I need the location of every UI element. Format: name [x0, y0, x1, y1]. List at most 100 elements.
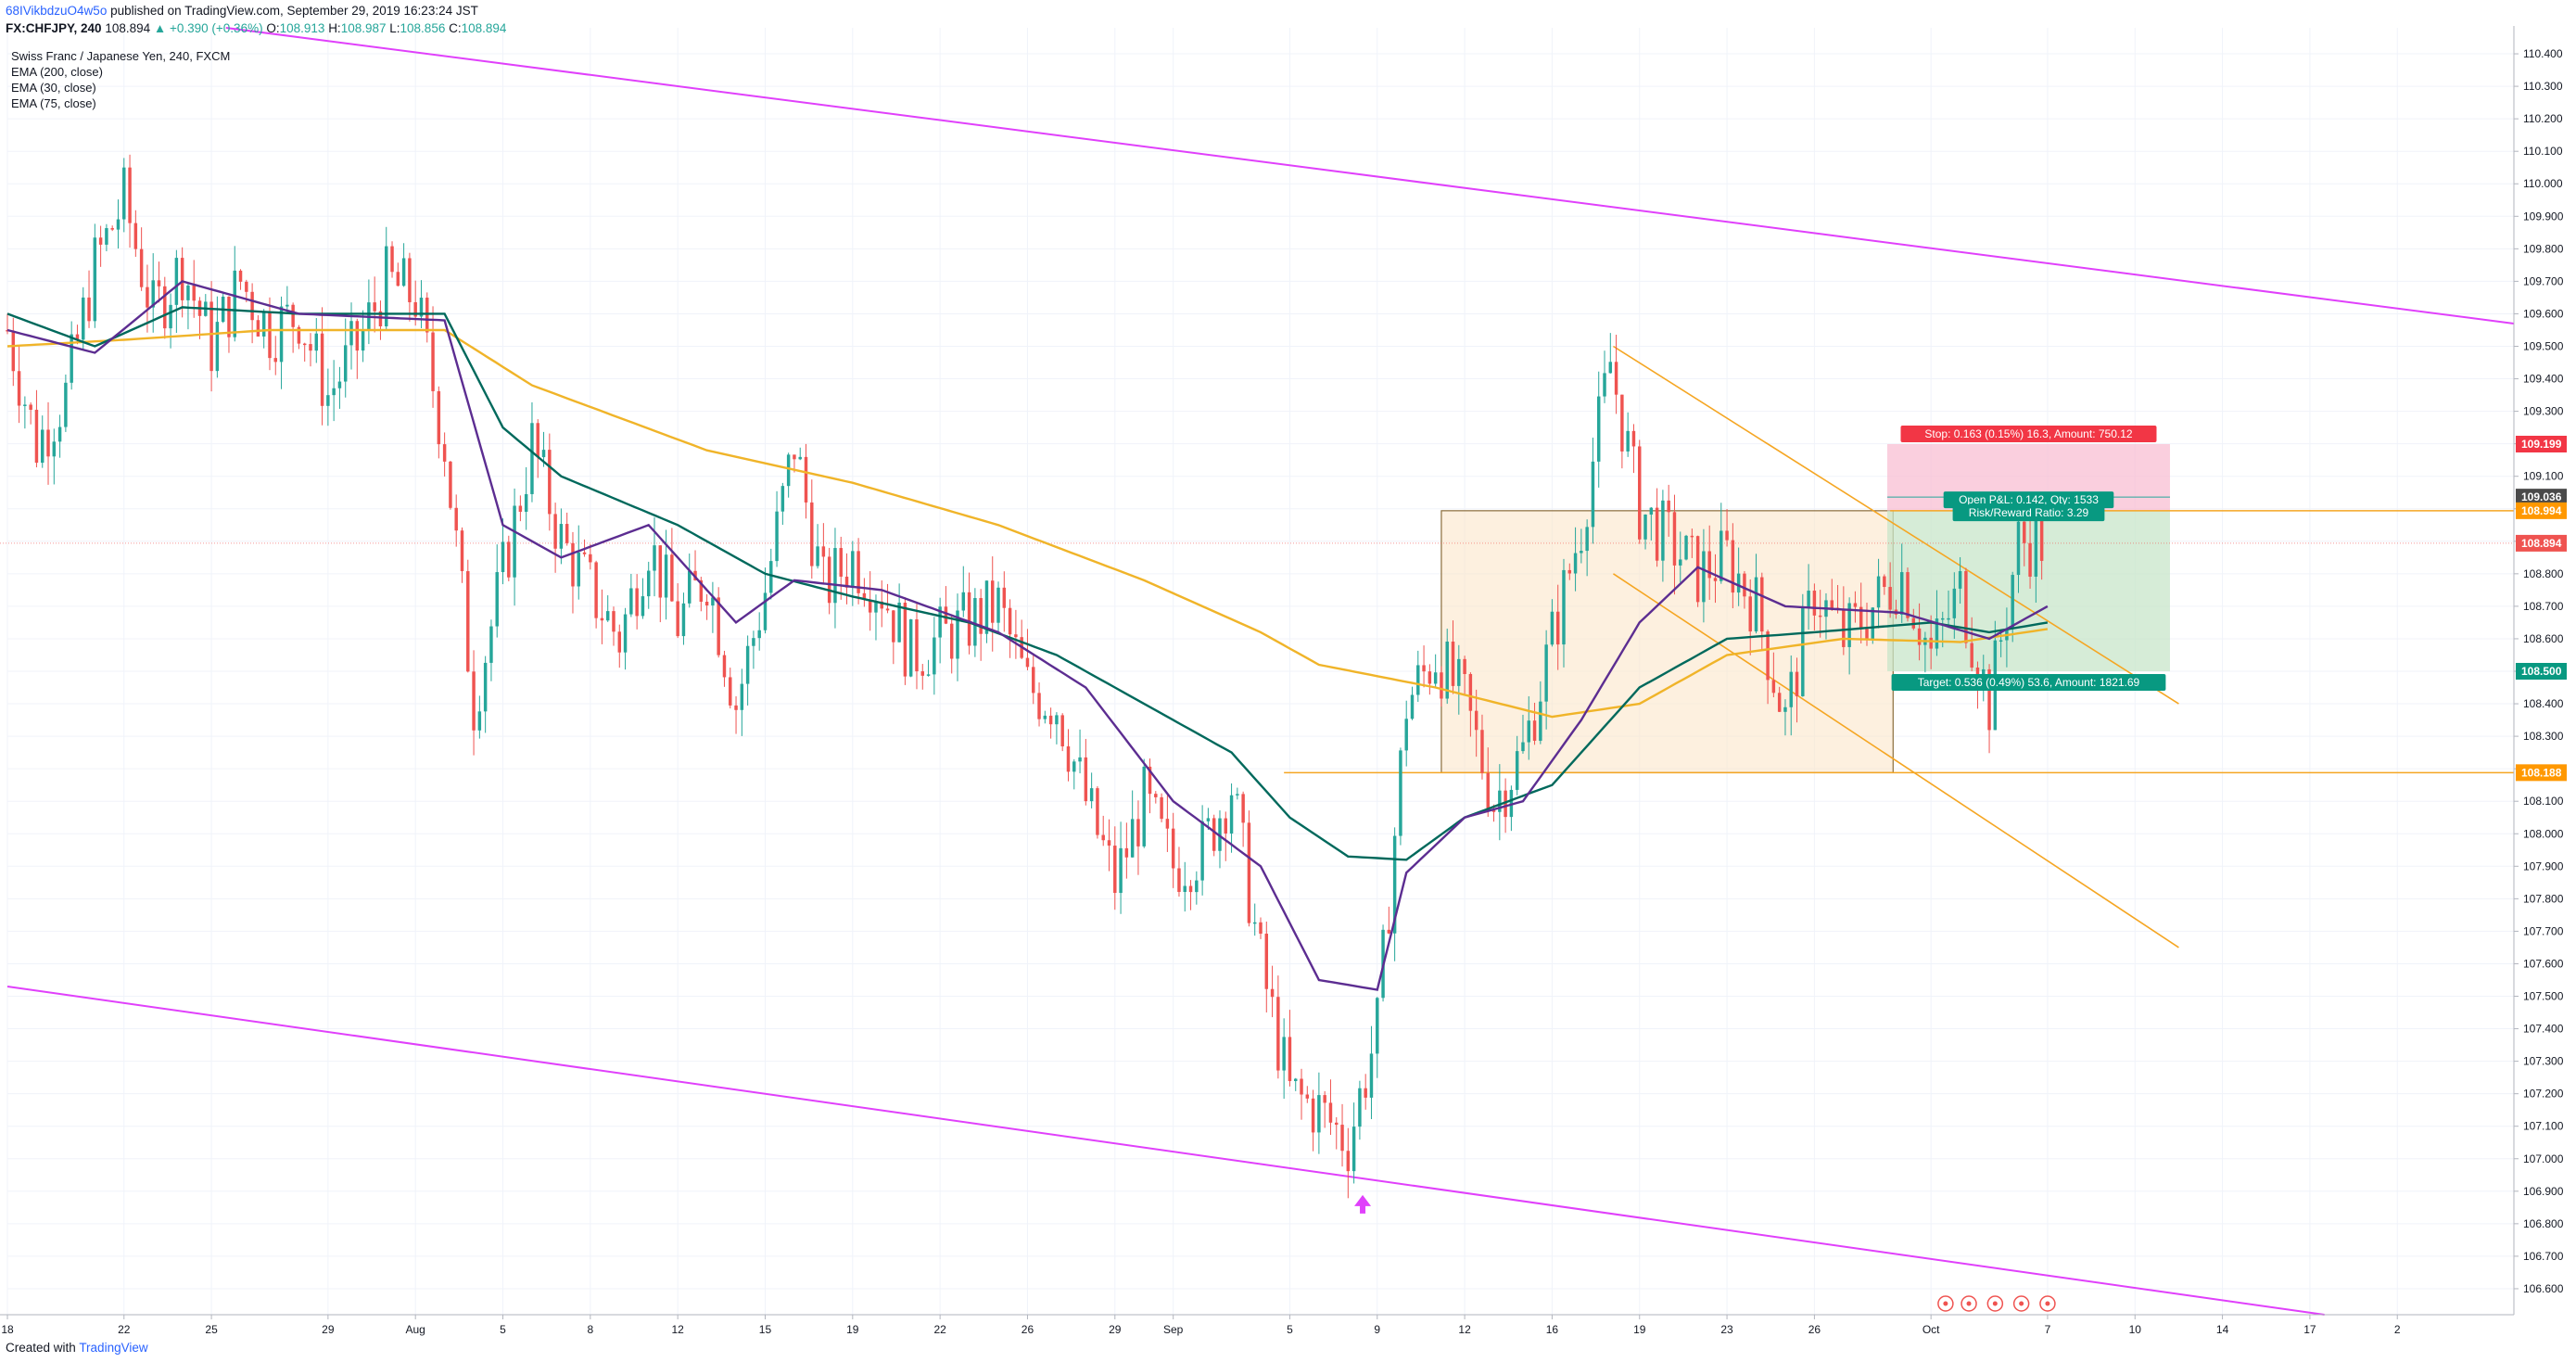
candle-body [1066, 745, 1071, 772]
candle-body [1958, 570, 1962, 589]
candle-body [530, 423, 534, 494]
candle-body [314, 333, 319, 351]
price-tick-label: 109.300 [2523, 405, 2564, 418]
candle-body [804, 456, 808, 503]
candle-body [355, 321, 360, 351]
candle-body [1433, 672, 1438, 684]
candle-body [1929, 637, 1933, 649]
price-axis-label-bg [2516, 489, 2567, 506]
candle-body [227, 296, 231, 337]
price-tick-label: 108.700 [2523, 600, 2564, 613]
legend-ema75[interactable]: EMA (75, close) [11, 96, 96, 110]
legend-ema30[interactable]: EMA (30, close) [11, 81, 96, 95]
candle-body [1474, 710, 1478, 731]
candle-body [518, 505, 523, 512]
candle-body [169, 304, 172, 329]
candle-body [1387, 929, 1391, 934]
event-dot [2045, 1301, 2050, 1306]
price-axis-label: 108.994 [2516, 502, 2567, 519]
candle-body [1276, 997, 1280, 1071]
price-axis-label-text: 108.500 [2521, 665, 2562, 678]
time-tick-label: 7 [2045, 1323, 2051, 1336]
candle-body [688, 570, 692, 604]
candle-body [704, 602, 709, 606]
candle-body [1795, 671, 1799, 696]
candle-body [1392, 835, 1397, 934]
candle-body [915, 619, 919, 672]
price-tick-label: 106.600 [2523, 1282, 2564, 1295]
candle-body [1631, 430, 1636, 447]
trendline-upper [1613, 345, 2179, 705]
candle-body [793, 454, 796, 460]
candle-body [903, 602, 907, 677]
candle-body [1043, 715, 1047, 719]
price-tick-label: 109.800 [2523, 242, 2564, 255]
candle-body [128, 167, 132, 223]
candle-body [635, 588, 639, 617]
up-arrow-icon [1354, 1194, 1372, 1214]
candle-body [949, 623, 954, 659]
candle-body [1241, 794, 1245, 823]
legend-ema200[interactable]: EMA (200, close) [11, 65, 103, 79]
tradingview-logo-text[interactable]: TradingView [79, 1341, 148, 1355]
indicator-legend: Swiss Franc / Japanese Yen, 240, FXCM EM… [11, 48, 230, 111]
time-tick-label: 22 [118, 1323, 131, 1336]
time-tick-label: 19 [846, 1323, 859, 1336]
candle-body [1585, 527, 1589, 552]
candle-body [961, 592, 966, 611]
candle-body [1072, 761, 1076, 772]
candle-body [291, 304, 295, 327]
price-tick-label: 109.100 [2523, 470, 2564, 483]
candle-body [245, 281, 248, 292]
price-tick-label: 108.000 [2523, 827, 2564, 840]
candle-body [110, 228, 114, 230]
price-axis-label-text: 108.894 [2521, 537, 2562, 550]
candle-body [1527, 720, 1530, 743]
stop-label-bg [1900, 425, 2157, 442]
candle-body [279, 306, 284, 363]
candle-body [658, 545, 663, 598]
candle-body [1952, 588, 1957, 618]
time-axis[interactable]: 18 22 25 29 Aug 5 8 12 15 19 22 26 29 Sep 5 9 12 16 19 23 26… [0, 1295, 2514, 1336]
candle-body [1328, 1102, 1333, 1123]
candle-body [681, 603, 686, 637]
open-pl-label-text: Open P&L: 0.142, Qty: 1533 [1959, 493, 2099, 506]
price-axis[interactable]: 110.400 110.300 110.200 110.100 110.000 109.9… [2513, 26, 2567, 1315]
candle-body [2028, 542, 2032, 577]
candle-body [466, 571, 470, 672]
time-tick-label: Oct [1922, 1323, 1940, 1336]
price-axis-label-text: 109.199 [2521, 438, 2562, 451]
candle-body [1160, 796, 1163, 820]
high-label: H: [328, 21, 341, 35]
candle-body [1124, 847, 1129, 858]
candle-body [1236, 794, 1239, 796]
candle-body [1504, 790, 1507, 818]
candle-body [885, 608, 890, 611]
created-with: Created with [6, 1341, 76, 1355]
candle-body [1661, 500, 1665, 561]
open-label: O: [266, 21, 280, 35]
candle-body [1113, 846, 1117, 894]
candle-body [477, 711, 482, 731]
target-zone [1887, 510, 2170, 671]
candle-body [41, 429, 44, 464]
candle-body [1002, 587, 1007, 608]
publisher-user[interactable]: 68IVikbdzuO4w5o [6, 4, 108, 18]
candle-body [29, 404, 32, 410]
ema30-line [6, 280, 2049, 991]
candle-body [268, 311, 272, 359]
open-pl-label-bg [1943, 491, 2114, 509]
candle-body [215, 322, 220, 372]
candle-body [82, 297, 85, 340]
position-labels: Stop: 0.163 (0.15%) 16.3, Amount: 750.12… [1891, 425, 2166, 691]
candle-body [1130, 819, 1135, 858]
time-tick-label: 18 [1, 1323, 14, 1336]
candle-body [1008, 607, 1012, 635]
candle-body [1288, 1037, 1292, 1082]
candle-body [897, 602, 901, 643]
candle-body [1060, 715, 1064, 746]
candle-body [180, 258, 184, 300]
candle-body [664, 554, 668, 598]
price-axis-label-text: 108.188 [2521, 766, 2562, 779]
